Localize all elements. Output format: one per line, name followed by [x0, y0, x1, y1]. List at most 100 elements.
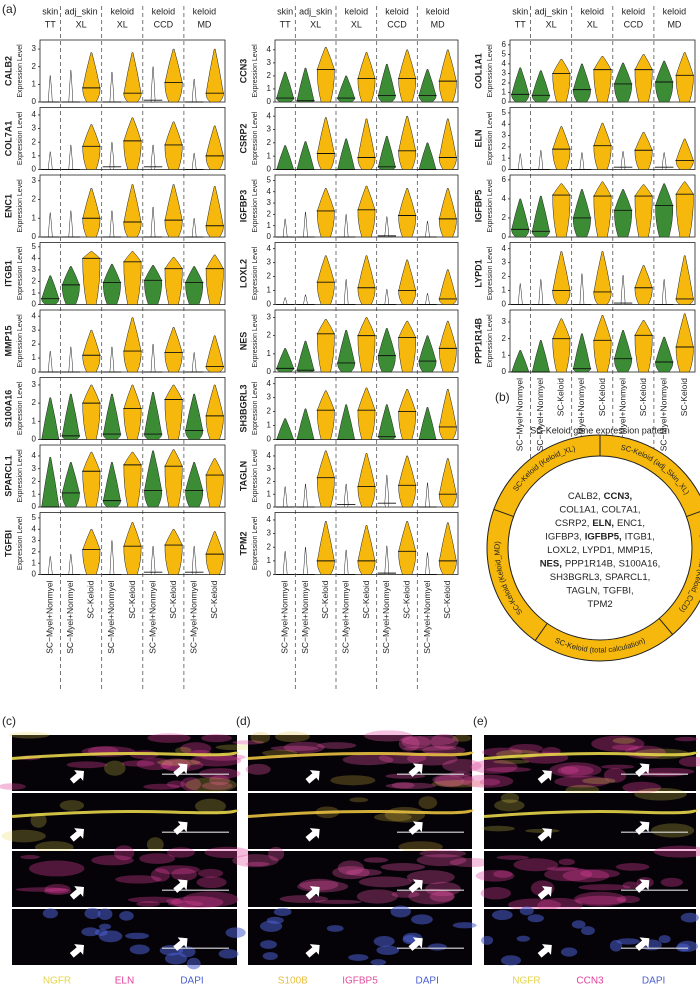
- signal: [357, 889, 398, 903]
- y-axis-label: Expression Level: [17, 179, 24, 233]
- violin: [165, 327, 182, 372]
- gene: LYPD1,: [582, 545, 614, 556]
- violin: [192, 218, 196, 237]
- y-tick-label: 0: [502, 232, 507, 241]
- y-tick-label: 2: [502, 78, 507, 87]
- group-method: XL: [351, 19, 362, 29]
- violin: [151, 344, 155, 372]
- violin: [385, 475, 389, 507]
- violin: [439, 389, 456, 439]
- y-tick-label: 1: [502, 286, 507, 295]
- gene-name: COL1A1: [473, 53, 483, 89]
- signal: [130, 945, 150, 955]
- violin: [399, 260, 416, 305]
- group-method: CCD: [154, 19, 174, 29]
- signal: [147, 837, 164, 852]
- group-tissue: skin: [512, 6, 528, 16]
- signal: [260, 940, 277, 949]
- y-tick-label: 2: [267, 542, 272, 551]
- y-tick-label: 0: [267, 367, 272, 376]
- signal: [381, 863, 425, 871]
- violin: [676, 139, 693, 170]
- center-line: TPM2: [587, 599, 612, 610]
- y-axis-label: Expression Level: [17, 44, 24, 98]
- y-tick-label: 0: [502, 97, 507, 106]
- violin: [378, 136, 395, 169]
- violin: [277, 419, 294, 440]
- violin: [385, 217, 389, 237]
- x-tick-label: SC-Keloid: [127, 580, 137, 619]
- x-tick-label: SC−Myel+Nonmyel: [106, 580, 116, 653]
- violin: [124, 53, 141, 102]
- gene: SPARCL1,: [605, 572, 650, 583]
- x-tick-label: SC−Myel+Nonmyel: [658, 378, 668, 451]
- y-tick-label: 3: [32, 176, 37, 185]
- y-tick-label: 1: [267, 221, 272, 230]
- violin: [69, 347, 73, 372]
- y-tick-label: 1: [267, 556, 272, 565]
- violin: [192, 546, 196, 574]
- signal: [143, 784, 180, 790]
- channel-label: NGFR: [43, 976, 71, 987]
- gene: ITGB1,: [625, 531, 655, 542]
- gene-name: COL7A1: [3, 121, 13, 157]
- violin: [676, 256, 693, 305]
- violin: [317, 188, 334, 237]
- y-tick-label: 1: [32, 353, 37, 362]
- violin: [317, 47, 334, 102]
- violin: [283, 487, 287, 507]
- gene: MMP15,: [617, 545, 652, 556]
- violin: [439, 119, 456, 170]
- x-tick-label: SC−Myel+Nonmyel: [188, 580, 198, 653]
- signal: [481, 826, 514, 832]
- group-tissue: keloid: [152, 6, 176, 16]
- violin: [206, 126, 223, 170]
- signal: [166, 898, 183, 904]
- violin: [512, 199, 529, 237]
- violin: [399, 521, 416, 574]
- y-tick-label: 2: [32, 477, 37, 486]
- gene-name: MMP15: [3, 325, 13, 356]
- violin: [553, 126, 570, 169]
- violin: [439, 321, 456, 372]
- signal: [411, 914, 433, 924]
- gene: SH3BGRL3,: [550, 572, 602, 583]
- signal: [260, 921, 282, 932]
- violin: [283, 219, 287, 237]
- violin: [399, 50, 416, 102]
- signal: [201, 734, 232, 742]
- violin: [439, 50, 456, 102]
- gene-name: ELN: [473, 130, 483, 148]
- violin: [192, 352, 196, 372]
- gene-name: CALB2: [3, 56, 13, 86]
- y-tick-label: 2: [32, 547, 37, 556]
- gene: TAGLN,: [566, 585, 600, 596]
- signal: [29, 860, 84, 876]
- violin: [573, 334, 590, 372]
- violin: [165, 257, 182, 304]
- violin: [512, 350, 529, 372]
- signal: [494, 799, 524, 811]
- channel-label: DAPI: [642, 976, 665, 987]
- violin: [144, 265, 161, 304]
- y-tick-label: 2: [32, 137, 37, 146]
- group-method: XL: [310, 19, 321, 29]
- violin: [399, 389, 416, 439]
- signal: [263, 952, 278, 960]
- violin: [151, 207, 155, 237]
- signal: [525, 829, 560, 833]
- violin: [553, 59, 570, 102]
- gene: S100A16,: [619, 558, 661, 569]
- panel-label: (c): [2, 714, 16, 728]
- signal: [417, 854, 467, 866]
- y-tick-label: 2: [502, 334, 507, 343]
- gene: TGFBI,: [603, 585, 634, 596]
- violin: [83, 452, 100, 507]
- violin: [283, 551, 287, 574]
- channel-label: DAPI: [180, 976, 203, 987]
- signal: [461, 775, 513, 788]
- y-tick-label: 3: [502, 131, 507, 140]
- violin: [83, 529, 100, 574]
- violin: [283, 298, 287, 305]
- violin: [594, 56, 611, 102]
